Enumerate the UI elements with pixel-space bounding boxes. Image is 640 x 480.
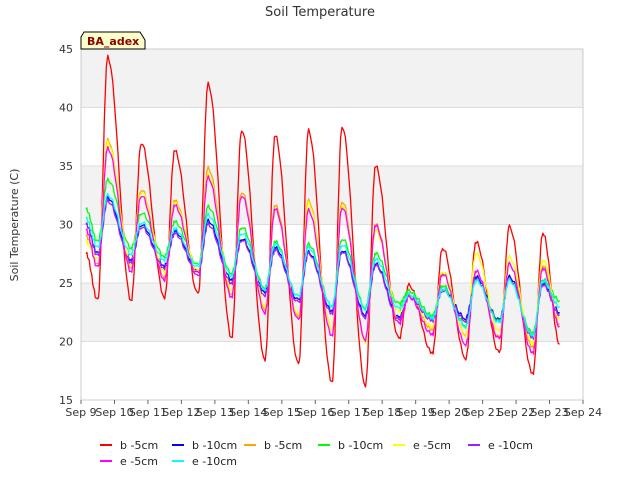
x-tick-label: Sep 21: [463, 406, 501, 419]
background-band: [81, 341, 583, 400]
legend-label: e -10cm: [488, 439, 533, 452]
series-line-8: [85, 192, 561, 338]
x-tick-label: Sep 10: [95, 406, 133, 419]
x-tick-label: Sep 16: [296, 406, 334, 419]
y-tick-label: 20: [59, 336, 73, 349]
series-line-1: [85, 54, 560, 388]
badge-shape: [80, 31, 146, 50]
x-tick-label: Sep 13: [196, 406, 234, 419]
x-tick-label: Sep 14: [229, 406, 267, 419]
x-tick-label: Sep 20: [430, 406, 468, 419]
x-tick-label: Sep 17: [330, 406, 368, 419]
y-tick-label: 45: [59, 43, 73, 56]
y-tick-label: 40: [59, 102, 73, 115]
chart-title: Soil Temperature: [265, 5, 375, 20]
x-tick-label: Sep 24: [564, 406, 602, 419]
series-line-7: [85, 145, 560, 355]
y-tick-label: 35: [59, 160, 73, 173]
background-band: [81, 49, 583, 108]
legend-label: e -10cm: [192, 455, 237, 468]
background-band: [81, 107, 583, 166]
legend-label: b -5cm: [120, 439, 158, 452]
x-tick-label: Sep 9: [65, 406, 96, 419]
badge-label: BA_adex: [87, 35, 139, 48]
legend-label: e -5cm: [413, 439, 451, 452]
y-tick-label: 25: [59, 277, 73, 290]
x-tick-label: Sep 11: [129, 406, 167, 419]
x-tick-label: Sep 23: [530, 406, 568, 419]
x-tick-label: Sep 12: [162, 406, 200, 419]
legend-label: e -5cm: [120, 455, 158, 468]
legend-label: b -10cm: [338, 439, 383, 452]
y-axis-ticks: 15 20 25 30 35 40 45: [59, 43, 73, 407]
site-badge: BA_adex: [80, 31, 146, 50]
plot-background-bands: [81, 49, 583, 400]
plot-area: [80, 48, 584, 401]
background-band: [81, 166, 583, 225]
x-tick-label: Sep 22: [497, 406, 535, 419]
legend-label: b -5cm: [264, 439, 302, 452]
x-tick-label: Sep 18: [363, 406, 401, 419]
x-tick-label: Sep 19: [397, 406, 435, 419]
y-tick-label: 30: [59, 219, 73, 232]
x-tick-label: Sep 15: [263, 406, 301, 419]
legend-label: b -10cm: [192, 439, 237, 452]
y-axis-label: Soil Temperature (C): [8, 169, 21, 282]
series-layer: [85, 54, 561, 388]
legend: b -5cm b -10cm b -5cm b -10cm e -5cm e -10cm e…: [100, 439, 533, 468]
y-tick-label: 15: [59, 394, 73, 407]
